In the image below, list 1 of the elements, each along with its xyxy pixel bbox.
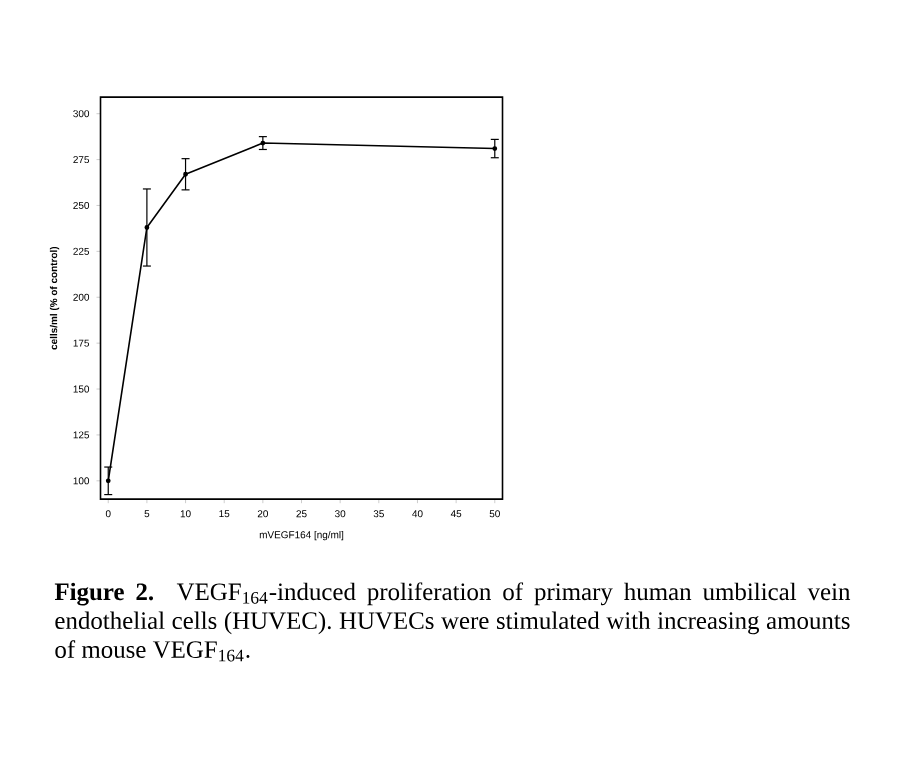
text: Figure 2. VEGF$_{164}$-induced proliferation of primary human umbilical vein endothelial cells (HUVEC). HUVECs were stimulated with increasing amounts of mouse VEGF$_{164}$. [54,582,851,662]
